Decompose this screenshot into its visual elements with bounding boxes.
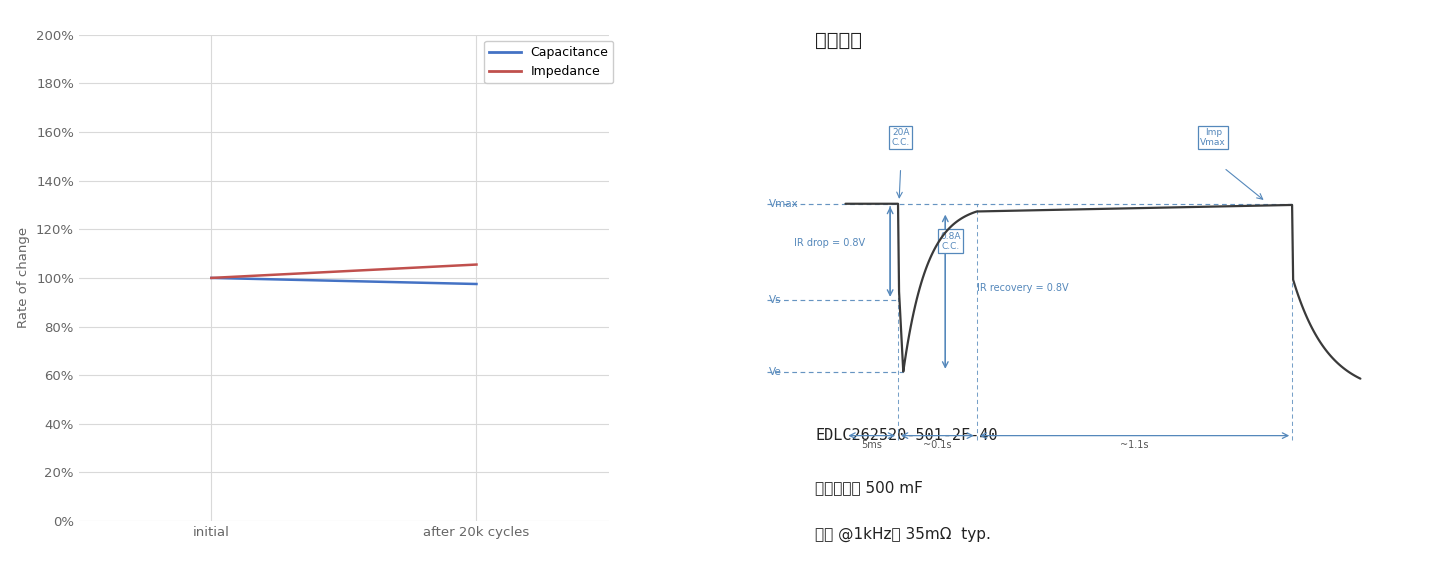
- Text: IR drop = 0.8V: IR drop = 0.8V: [794, 238, 866, 248]
- Y-axis label: Rate of change: Rate of change: [17, 228, 30, 328]
- Text: Ve: Ve: [770, 367, 782, 377]
- Text: 阻抗 @1kHz： 35mΩ  typ.: 阻抗 @1kHz： 35mΩ typ.: [815, 526, 992, 542]
- Text: 测定条件: 测定条件: [815, 31, 863, 50]
- Text: Imp
Vmax: Imp Vmax: [1201, 128, 1227, 147]
- Text: ~1.1s: ~1.1s: [1121, 439, 1149, 450]
- Text: Vs: Vs: [770, 295, 782, 305]
- Text: EDLC262520-501-2F-40: EDLC262520-501-2F-40: [815, 428, 997, 443]
- Text: Vmax: Vmax: [770, 199, 800, 209]
- Text: 静电容量： 500 mF: 静电容量： 500 mF: [815, 480, 923, 495]
- Text: 5ms: 5ms: [861, 439, 883, 450]
- Text: 0.8A
C.C.: 0.8A C.C.: [940, 232, 960, 251]
- Legend: Capacitance, Impedance: Capacitance, Impedance: [484, 41, 613, 83]
- Text: 20A
C.C.: 20A C.C.: [891, 128, 910, 147]
- Text: ~0.1s: ~0.1s: [923, 439, 952, 450]
- Text: IR recovery = 0.8V: IR recovery = 0.8V: [977, 283, 1069, 293]
